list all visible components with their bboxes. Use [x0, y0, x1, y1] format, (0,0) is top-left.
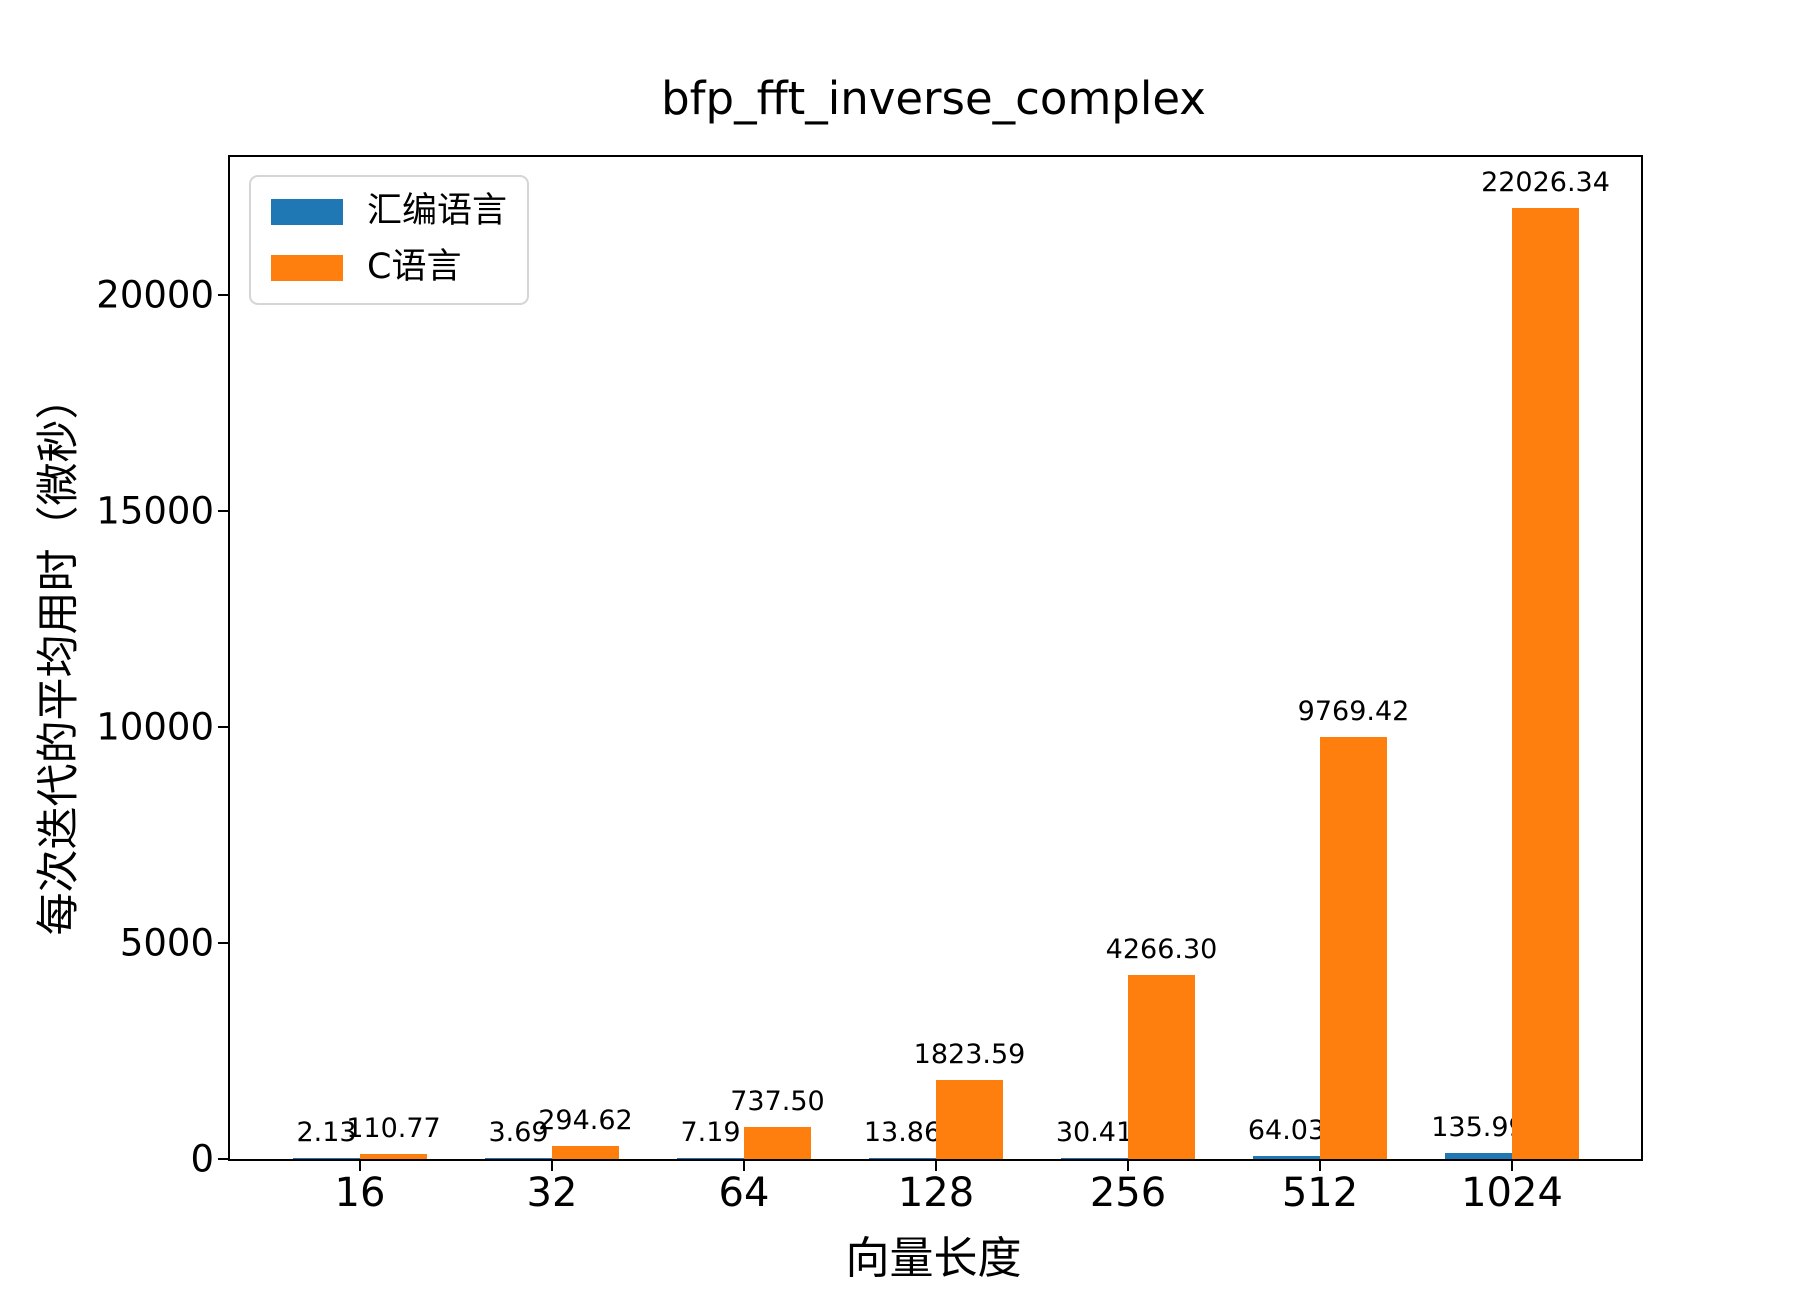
- x-axis-label: 向量长度: [845, 1233, 1022, 1284]
- bar-value-label: 4266.30: [1105, 933, 1218, 965]
- bar-value-label: 22026.34: [1481, 166, 1610, 198]
- bar-value-label: 110.77: [346, 1113, 441, 1145]
- x-tick-mark: [1511, 1161, 1513, 1171]
- bar-assembly-64: [677, 1158, 744, 1159]
- y-tick-mark: [218, 510, 228, 513]
- y-tick-label: 15000: [96, 489, 214, 533]
- x-tick-mark: [743, 1161, 745, 1171]
- bar-value-label: 30.41: [1055, 1116, 1134, 1148]
- x-tick-mark: [935, 1161, 937, 1171]
- x-tick-label: 1024: [1461, 1170, 1563, 1216]
- bar-assembly-256: [1061, 1157, 1128, 1159]
- legend-label-assembly: 汇编语言: [367, 191, 508, 231]
- bar-c-256: [1128, 974, 1195, 1159]
- x-tick-mark: [1319, 1161, 1321, 1171]
- legend-swatch-assembly-icon: [271, 198, 343, 225]
- bar-assembly-32: [485, 1158, 552, 1159]
- bar-c-1024: [1512, 207, 1579, 1159]
- bar-c-32: [552, 1146, 619, 1159]
- chart-title: bfp_fft_inverse_complex: [661, 72, 1206, 125]
- legend-swatch-c-icon: [271, 254, 343, 281]
- bar-value-label: 9769.42: [1297, 696, 1410, 728]
- bar-value-label: 3.69: [488, 1117, 549, 1148]
- y-tick-mark: [218, 294, 228, 297]
- y-tick-mark: [218, 942, 228, 945]
- y-tick-label: 10000: [96, 705, 214, 749]
- y-tick-label: 5000: [119, 921, 214, 965]
- plot-area: 汇编语言 C语言 0 5000 10000 15000 20000 16 2.13 110.7…: [96, 155, 1643, 1213]
- y-tick-mark: [218, 726, 228, 729]
- bar-c-64: [744, 1127, 811, 1159]
- bar-value-label: 294.62: [538, 1105, 633, 1137]
- x-tick-mark: [359, 1161, 361, 1171]
- x-tick-mark: [1127, 1161, 1129, 1171]
- bar-assembly-16: [293, 1158, 360, 1159]
- y-tick-label: 20000: [96, 273, 214, 317]
- bar-value-label: 13.86: [863, 1117, 942, 1148]
- bar-value-label: 737.50: [730, 1086, 825, 1118]
- x-tick-label: 16: [334, 1170, 386, 1216]
- bar-value-label: 1823.59: [913, 1039, 1026, 1071]
- y-tick-mark: [218, 1158, 228, 1160]
- bar-c-128: [936, 1080, 1003, 1159]
- x-tick-label: 256: [1089, 1170, 1167, 1216]
- bar-c-512: [1320, 737, 1387, 1159]
- bar-assembly-512: [1253, 1156, 1320, 1159]
- legend: 汇编语言 C语言: [249, 175, 530, 305]
- x-tick-mark: [551, 1161, 553, 1171]
- bar-assembly-128: [869, 1158, 936, 1159]
- y-axis-label: 每次迭代的平均用时（微秒）: [34, 376, 84, 936]
- y-tick-label: 0: [190, 1137, 214, 1181]
- x-tick-label: 32: [526, 1170, 578, 1216]
- bar-assembly-1024: [1445, 1153, 1512, 1159]
- bar-value-label: 64.03: [1247, 1115, 1326, 1147]
- bar-value-label: 2.13: [296, 1117, 357, 1148]
- x-tick-label: 512: [1281, 1170, 1359, 1216]
- legend-item-assembly: 汇编语言: [271, 190, 507, 234]
- bar-value-label: 7.19: [680, 1117, 741, 1148]
- x-tick-label: 64: [718, 1170, 770, 1216]
- legend-item-c: C语言: [271, 246, 507, 290]
- bar-value-label: 135.99: [1431, 1112, 1526, 1144]
- bar-c-16: [360, 1154, 427, 1159]
- x-tick-label: 128: [897, 1170, 975, 1216]
- legend-label-c: C语言: [367, 246, 462, 287]
